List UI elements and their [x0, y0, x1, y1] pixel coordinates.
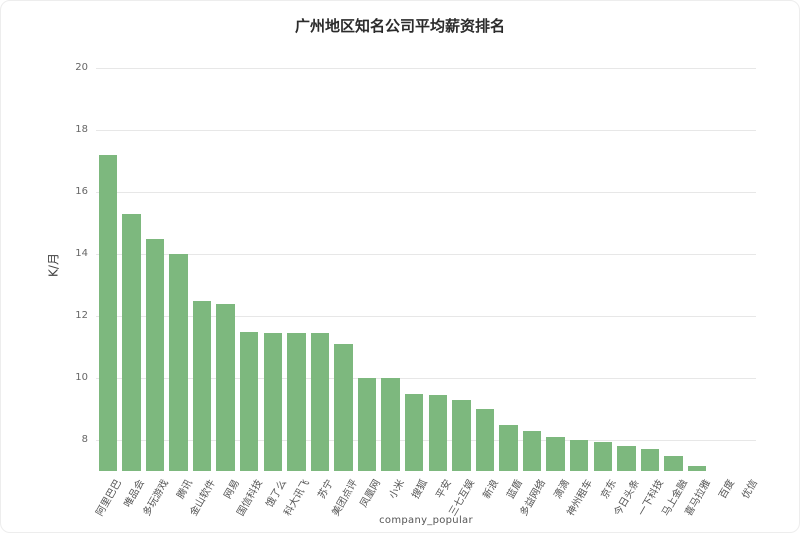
- bar: [334, 343, 353, 471]
- x-tick-label: 网易: [222, 478, 242, 501]
- gridline: [96, 254, 756, 256]
- x-tick-label: 百度: [717, 478, 737, 501]
- x-tick-label: 苏宁: [316, 478, 336, 501]
- bar: [263, 333, 282, 471]
- bar: [428, 395, 447, 471]
- gridline: [96, 68, 756, 70]
- bar: [593, 441, 612, 471]
- x-tick-label: 新浪: [481, 478, 501, 501]
- bar: [405, 393, 424, 471]
- bar: [357, 378, 377, 471]
- bar: [452, 399, 471, 471]
- bar: [169, 254, 188, 471]
- bar: [216, 303, 235, 471]
- x-tick-label: 滴滴: [552, 478, 572, 501]
- bar: [499, 424, 518, 471]
- y-axis-label: K/月: [46, 253, 61, 277]
- y-tick-label: 20: [75, 62, 88, 74]
- bar: [687, 466, 707, 471]
- bar: [570, 440, 589, 471]
- bar: [192, 300, 212, 471]
- y-tick-label: 10: [75, 372, 88, 384]
- bar: [522, 430, 542, 471]
- plot-area: 8 10 12 14 16 18 20 阿里巴巴 唯品会 多玩游戏 腾讯 金山软件 网易 国信科技 饿了么科…: [75, 59, 760, 518]
- bar: [310, 333, 330, 471]
- bar: [381, 378, 400, 471]
- x-tick-label: 优信: [740, 478, 761, 501]
- bar: [664, 455, 683, 471]
- gridline: [96, 440, 756, 442]
- bar: [98, 155, 117, 471]
- y-tick-label: 12: [75, 310, 88, 322]
- gridline: [96, 316, 756, 318]
- bar: [475, 409, 495, 471]
- y-tick-label: 8: [81, 434, 88, 446]
- bar: [240, 331, 259, 471]
- bar: [122, 213, 141, 471]
- bar: [287, 333, 306, 471]
- bar: [546, 436, 565, 471]
- x-axis-label: company_popular: [379, 515, 473, 526]
- x-tick-label: 小米: [387, 478, 407, 501]
- gridline: [96, 130, 756, 132]
- y-tick-label: 16: [75, 186, 88, 198]
- y-tick-label: 18: [75, 124, 88, 136]
- bar: [617, 446, 636, 471]
- x-tick-label: 蓝盾: [504, 478, 525, 501]
- bar: [145, 238, 165, 471]
- gridline: [96, 378, 756, 380]
- x-tick-label: 腾讯: [174, 478, 195, 501]
- bar: [640, 449, 660, 471]
- x-tick-label: 凤凰网: [358, 478, 384, 510]
- x-tick-label: 阿里巴巴: [94, 478, 124, 519]
- y-tick-label: 14: [75, 248, 88, 260]
- gridline: [96, 192, 756, 194]
- chart-title: 广州地区知名公司平均薪资排名: [294, 17, 505, 35]
- x-tick-label: 搜狐: [410, 478, 431, 501]
